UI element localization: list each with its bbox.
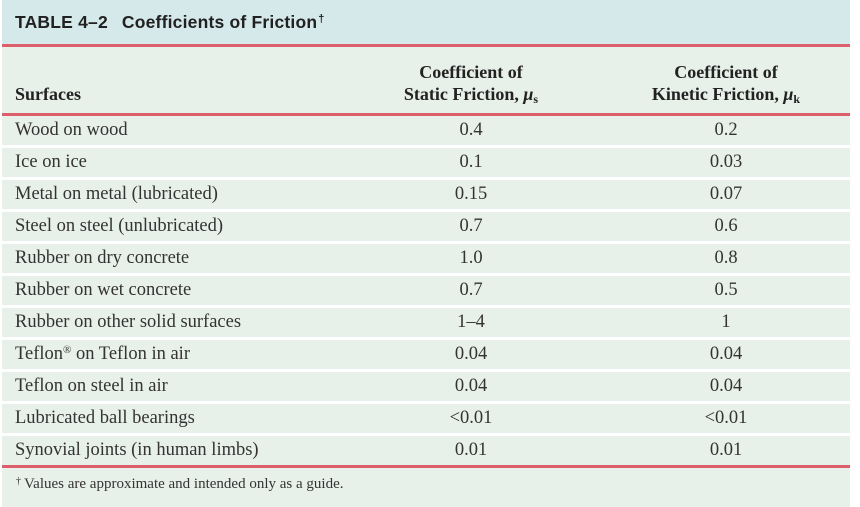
table-row: Rubber on other solid surfaces 1–4 1 xyxy=(2,307,850,340)
table-row: Teflon on steel in air 0.04 0.04 xyxy=(2,371,850,404)
kinetic-value: 0.07 xyxy=(709,183,743,204)
mu-symbol: μ xyxy=(783,84,794,104)
static-value: 0.1 xyxy=(459,151,483,172)
static-header-label: Static Friction, xyxy=(403,84,524,104)
surface-cell: Synovial joints (in human limbs) xyxy=(2,440,340,461)
divider-header xyxy=(2,113,850,116)
table-title-text: Coefficients of Friction xyxy=(121,11,318,32)
kinetic-header-line1: Coefficient of xyxy=(674,62,778,82)
static-value: 0.04 xyxy=(454,375,488,396)
table-body: Wood on wood 0.4 0.2 Ice on ice 0.1 0.03… xyxy=(2,115,850,465)
kinetic-value: 0.03 xyxy=(709,151,743,172)
static-header-line1: Coefficient of xyxy=(419,62,523,82)
kinetic-header-line2: Kinetic Friction, μk xyxy=(602,83,850,107)
surface-cell: Teflon® on Teflon in air xyxy=(2,344,340,365)
surface-cell: Ice on ice xyxy=(2,152,340,173)
registered-icon: ® xyxy=(63,343,72,356)
table-row: Steel on steel (unlubricated) 0.7 0.6 xyxy=(2,211,850,244)
static-value: 1.0 xyxy=(459,247,483,268)
dagger-icon: † xyxy=(16,475,21,487)
dagger-icon: † xyxy=(318,12,325,25)
surface-name: Wood on wood xyxy=(15,119,128,140)
surface-cell: Steel on steel (unlubricated) xyxy=(2,216,340,237)
table-row: Metal on metal (lubricated) 0.15 0.07 xyxy=(2,179,850,212)
kinetic-value: <0.01 xyxy=(704,407,748,428)
surface-cell: Teflon on steel in air xyxy=(2,376,340,397)
table-footnote: † Values are approximate and intended onl… xyxy=(2,467,850,507)
divider-bottom xyxy=(2,464,850,468)
surface-name: Metal on metal (lubricated) xyxy=(15,183,218,204)
table-row: Rubber on dry concrete 1.0 0.8 xyxy=(2,243,850,276)
surface-name: Teflon on steel in air xyxy=(15,375,168,396)
table-header-row: Surfaces Coefficient of Static Friction,… xyxy=(2,47,850,113)
mu-symbol: μ xyxy=(523,84,534,104)
static-value: 1–4 xyxy=(457,311,485,332)
static-value: 0.01 xyxy=(454,439,488,460)
surface-name: Rubber on wet concrete xyxy=(15,279,192,300)
kinetic-value: 0.04 xyxy=(709,375,743,396)
kinetic-value: 0.2 xyxy=(714,119,738,140)
static-value: 0.7 xyxy=(459,215,483,236)
footnote-text: Values are approximate and intended only… xyxy=(24,475,344,492)
table-row: Rubber on wet concrete 0.7 0.5 xyxy=(2,275,850,308)
surface-cell: Wood on wood xyxy=(2,120,340,141)
column-header-static-friction: Coefficient of Static Friction, μs xyxy=(340,61,602,113)
mu-subscript-s: s xyxy=(533,92,539,106)
mu-subscript-k: k xyxy=(793,92,801,106)
surface-name: Synovial joints (in human limbs) xyxy=(15,439,259,460)
kinetic-value: 0.01 xyxy=(709,439,743,460)
surface-name: Ice on ice xyxy=(15,151,87,172)
table-row: Lubricated ball bearings <0.01 <0.01 xyxy=(2,403,850,436)
static-header-line2: Static Friction, μs xyxy=(340,83,602,107)
kinetic-value: 0.8 xyxy=(714,247,738,268)
static-value: 0.4 xyxy=(459,119,483,140)
column-header-kinetic-friction: Coefficient of Kinetic Friction, μk xyxy=(602,61,850,113)
table-row: Ice on ice 0.1 0.03 xyxy=(2,147,850,180)
table-title: Coefficients of Friction† xyxy=(122,12,325,33)
surface-cell: Rubber on wet concrete xyxy=(2,280,340,301)
surface-name: Lubricated ball bearings xyxy=(15,407,195,428)
kinetic-value: 0.04 xyxy=(709,343,743,364)
table-number: TABLE 4–2 xyxy=(15,11,108,32)
divider-top xyxy=(2,44,850,47)
surface-cell: Metal on metal (lubricated) xyxy=(2,184,340,205)
surface-name: Teflon xyxy=(15,343,64,364)
surface-cell: Lubricated ball bearings xyxy=(2,408,340,429)
surface-name-rest: on Teflon in air xyxy=(71,343,190,364)
kinetic-value: 1 xyxy=(721,311,731,332)
kinetic-value: 0.5 xyxy=(714,279,738,300)
static-value: <0.01 xyxy=(449,407,493,428)
surface-name: Rubber on dry concrete xyxy=(15,247,190,268)
table-row: Teflon® on Teflon in air 0.04 0.04 xyxy=(2,339,850,372)
table-title-bar: TABLE 4–2 Coefficients of Friction† xyxy=(2,0,850,44)
table-row: Wood on wood 0.4 0.2 xyxy=(2,115,850,148)
surface-name: Rubber on other solid surfaces xyxy=(15,311,242,332)
surface-cell: Rubber on other solid surfaces xyxy=(2,312,340,333)
surface-name: Steel on steel (unlubricated) xyxy=(15,215,224,236)
surface-cell: Rubber on dry concrete xyxy=(2,248,340,269)
static-value: 0.15 xyxy=(454,183,488,204)
static-value: 0.7 xyxy=(459,279,483,300)
kinetic-value: 0.6 xyxy=(714,215,738,236)
static-value: 0.04 xyxy=(454,343,488,364)
table-row: Synovial joints (in human limbs) 0.01 0.… xyxy=(2,435,850,465)
column-header-surfaces: Surfaces xyxy=(15,84,81,104)
kinetic-header-label: Kinetic Friction, xyxy=(651,84,784,104)
